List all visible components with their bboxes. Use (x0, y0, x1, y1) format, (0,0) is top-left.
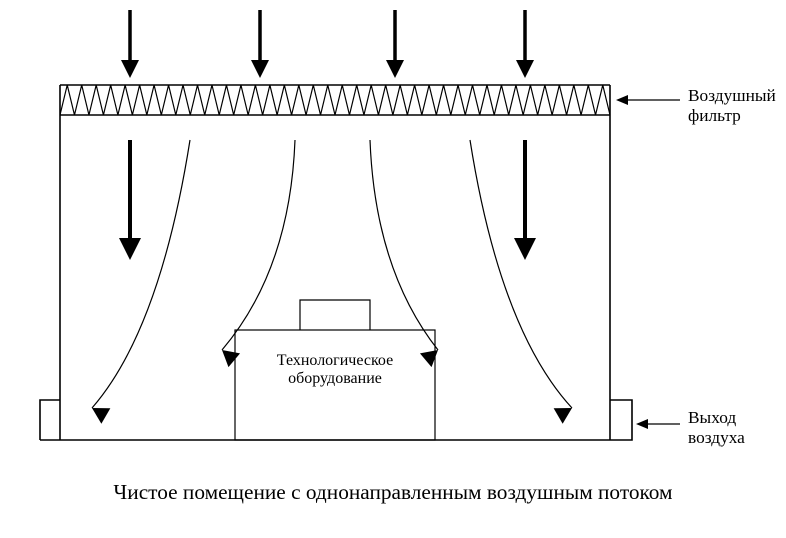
diagram-svg (0, 0, 786, 538)
air-outlet-label: Выход воздуха (688, 408, 745, 448)
equipment-label: Технологическое оборудование (235, 352, 435, 388)
diagram-caption: Чистое помещение с однонаправленным возд… (0, 480, 786, 505)
filter-label: Воздушный фильтр (688, 86, 776, 126)
diagram-stage: Воздушный фильтр Выход воздуха Технологи… (0, 0, 786, 538)
